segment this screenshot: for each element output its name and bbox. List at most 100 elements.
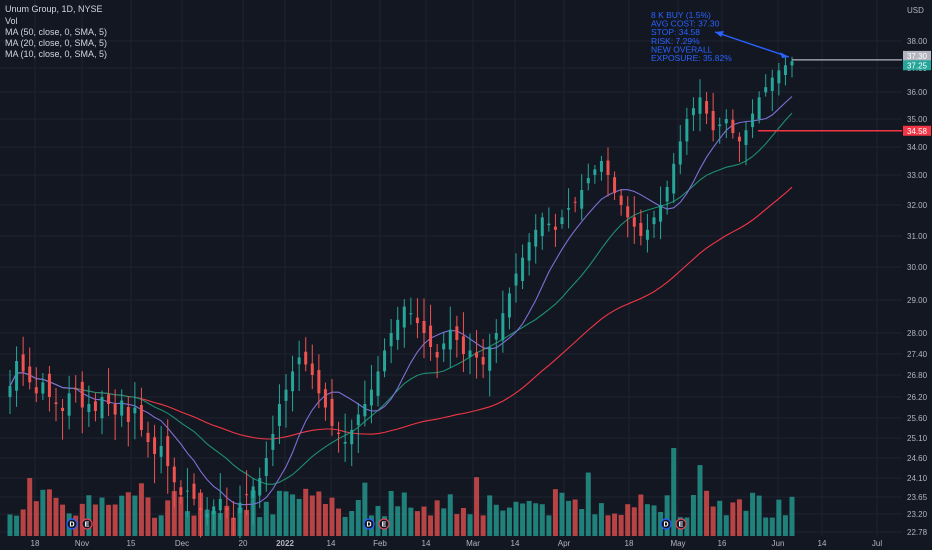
candle-body xyxy=(468,350,472,357)
price-tick-label: 30.00 xyxy=(907,263,928,272)
candle-body xyxy=(691,108,695,116)
volume-bar xyxy=(257,517,263,536)
earnings-marker[interactable]: E xyxy=(675,518,687,530)
volume-bar xyxy=(493,504,499,536)
candle-body xyxy=(376,371,380,396)
dividend-marker[interactable]: D xyxy=(66,518,78,530)
candle-body xyxy=(363,404,367,417)
volume-bar xyxy=(171,491,177,536)
volume-bar xyxy=(329,497,335,536)
volume-bar xyxy=(664,495,670,536)
volume-bar xyxy=(401,492,407,536)
candle-body xyxy=(369,389,373,406)
volume-bar xyxy=(671,448,677,536)
candle-body xyxy=(192,483,196,499)
volume-bar xyxy=(145,497,151,536)
candle-body xyxy=(139,405,143,430)
event-circle xyxy=(66,518,78,530)
candle-body xyxy=(685,119,689,142)
candle-body xyxy=(310,363,314,375)
volume-bar xyxy=(119,495,125,536)
time-tick-label: 14 xyxy=(511,539,520,548)
candle-body xyxy=(47,373,51,397)
volume-bar xyxy=(487,495,493,536)
time-tick-label: 18 xyxy=(625,539,634,548)
volume-bar xyxy=(598,503,604,536)
candle-body xyxy=(199,507,203,511)
candle-body xyxy=(764,87,768,93)
candle-body xyxy=(429,325,433,347)
candle-body xyxy=(218,498,222,511)
price-tick-label: 26.20 xyxy=(907,393,928,402)
volume-bar xyxy=(769,517,775,536)
candle-body xyxy=(521,257,525,281)
volume-bar xyxy=(539,504,545,536)
time-tick-label: Mar xyxy=(466,539,480,548)
volume-bar xyxy=(342,516,348,536)
dividend-marker[interactable]: D xyxy=(660,518,672,530)
price-tag-label: 37.25 xyxy=(907,61,928,70)
event-glyph: E xyxy=(679,522,684,529)
volume-bar xyxy=(20,509,26,536)
candle-body xyxy=(744,130,748,145)
volume-bar xyxy=(165,500,171,536)
candle-body xyxy=(659,205,663,222)
candle-body xyxy=(494,333,498,340)
candle-body xyxy=(146,432,150,442)
volume-bar xyxy=(178,496,184,536)
volume-bar xyxy=(7,514,13,536)
price-axis[interactable]: USD 38.0037.0036.0035.0034.0033.0032.003… xyxy=(907,6,928,537)
volume-bar xyxy=(467,514,473,536)
candle-body xyxy=(507,293,511,318)
volume-bar xyxy=(454,514,460,536)
candle-body xyxy=(28,366,32,383)
volume-bar xyxy=(99,497,105,536)
annotation-line: RISK: 7.29% xyxy=(651,36,700,46)
candle-body xyxy=(718,124,722,127)
volume-bar xyxy=(375,505,381,536)
event-circle xyxy=(378,518,390,530)
candle-body xyxy=(757,97,761,120)
candle-body xyxy=(21,354,25,372)
candle-body xyxy=(343,442,347,444)
volume-bar xyxy=(263,501,269,536)
volume-bar xyxy=(322,503,328,536)
volume-bar xyxy=(631,507,637,536)
candle-body xyxy=(501,313,505,341)
candle-body xyxy=(481,357,485,365)
candle-body xyxy=(383,350,387,372)
event-glyph: D xyxy=(663,522,668,529)
candle-body xyxy=(153,437,157,454)
volume-bar xyxy=(434,500,440,536)
candle-body xyxy=(323,389,327,408)
volume-bar xyxy=(585,472,591,536)
candle-body xyxy=(389,333,393,347)
candle-body xyxy=(724,119,728,124)
volume-bar xyxy=(500,510,506,536)
candle-body xyxy=(626,206,630,218)
candle-body xyxy=(488,347,492,371)
candle-body xyxy=(113,404,117,415)
candle-body xyxy=(396,319,400,340)
price-tick-label: 31.00 xyxy=(907,232,928,241)
earnings-marker[interactable]: E xyxy=(378,518,390,530)
candle-body xyxy=(547,223,551,226)
candle-body xyxy=(107,394,111,404)
price-tick-label: 35.00 xyxy=(907,115,928,124)
dividend-marker[interactable]: D xyxy=(363,518,375,530)
earnings-marker[interactable]: E xyxy=(81,518,93,530)
volume-bar xyxy=(447,494,453,536)
time-tick-label: May xyxy=(670,539,685,548)
candle-body xyxy=(790,61,794,66)
legend: Unum Group, 1D, NYSE Vol MA (50, close, … xyxy=(5,4,107,59)
volume-bar xyxy=(106,504,112,536)
volume-bar xyxy=(224,505,230,536)
volume-bar xyxy=(395,506,401,536)
volume-bar xyxy=(217,513,223,536)
price-tick-label: 38.00 xyxy=(907,37,928,46)
volume-bar xyxy=(638,494,644,536)
candle-body xyxy=(15,361,19,391)
time-axis[interactable]: 18 Nov 15 Dec 20 2022 14 Feb 14 Mar 14 Apr 18 May 16 Ju… xyxy=(31,539,883,548)
